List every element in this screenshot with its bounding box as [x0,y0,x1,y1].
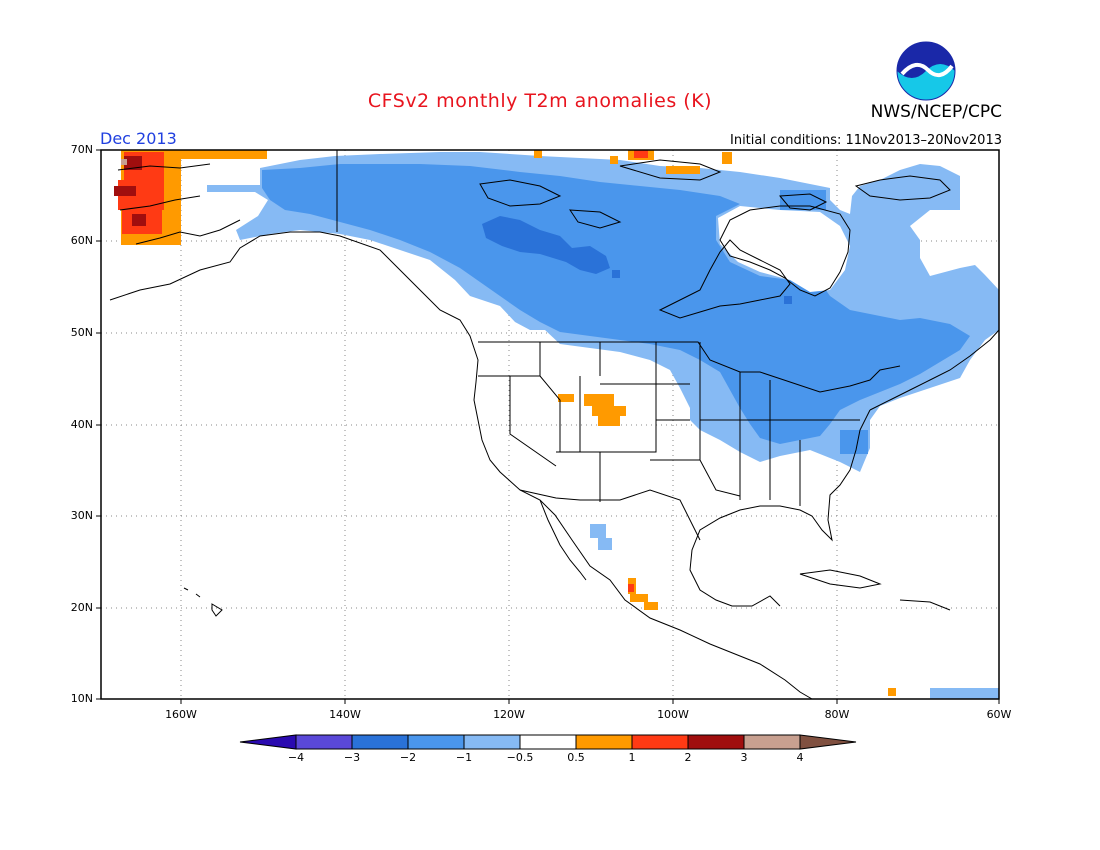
lat-label-40n: 40N [70,418,93,431]
warm-anomaly-red-dots [628,150,648,592]
organization-label: NWS/NCEP/CPC [870,102,1002,122]
colorbar-swatch-min [239,734,297,750]
colorbar-label: −4 [287,751,305,764]
lat-label-50n: 50N [70,326,93,339]
colorbar-label: −3 [343,751,361,764]
colorbar-label: −0.5 [506,751,534,764]
noaa-logo [896,41,956,101]
colorbar-swatch [687,734,745,750]
colorbar-label: 2 [684,751,692,764]
lon-label-140w: 140W [329,708,361,721]
colorbar-label: 0.5 [567,751,585,764]
initial-conditions-label: Initial conditions: 11Nov2013–20Nov2013 [730,133,1002,148]
lat-label-20n: 20N [70,601,93,614]
neutral-greenland [718,206,850,292]
lat-label-30n: 30N [70,509,93,522]
colorbar-swatch-max [799,734,857,750]
colorbar-swatch [351,734,409,750]
colorbar-label: 4 [796,751,804,764]
lat-label-60n: 60N [70,234,93,247]
colorbar-swatch [631,734,689,750]
colorbar-swatch [519,734,577,750]
lon-label-60w: 60W [986,708,1012,721]
colorbar-label: −1 [455,751,473,764]
political-boundaries [336,150,901,541]
colorbar-swatch [407,734,465,750]
colorbar-swatch [295,734,353,750]
colorbar-swatch [575,734,633,750]
colorbar-label: 1 [628,751,636,764]
map-title: CFSv2 monthly T2m anomalies (K) [367,90,713,112]
lon-label-160w: 160W [165,708,197,721]
cold-anomaly-strong [482,216,792,304]
colorbar-swatch [743,734,801,750]
coastlines [109,159,1000,700]
colorbar-label: 3 [740,751,748,764]
colorbar-swatch [463,734,521,750]
lon-label-120w: 120W [493,708,525,721]
colorbar-label: −2 [399,751,417,764]
valid-month-label: Dec 2013 [100,129,177,148]
lat-label-10n: 10N [70,692,93,705]
lat-label-70n: 70N [70,143,93,156]
lon-label-100w: 100W [657,708,689,721]
lon-label-80w: 80W [824,708,850,721]
